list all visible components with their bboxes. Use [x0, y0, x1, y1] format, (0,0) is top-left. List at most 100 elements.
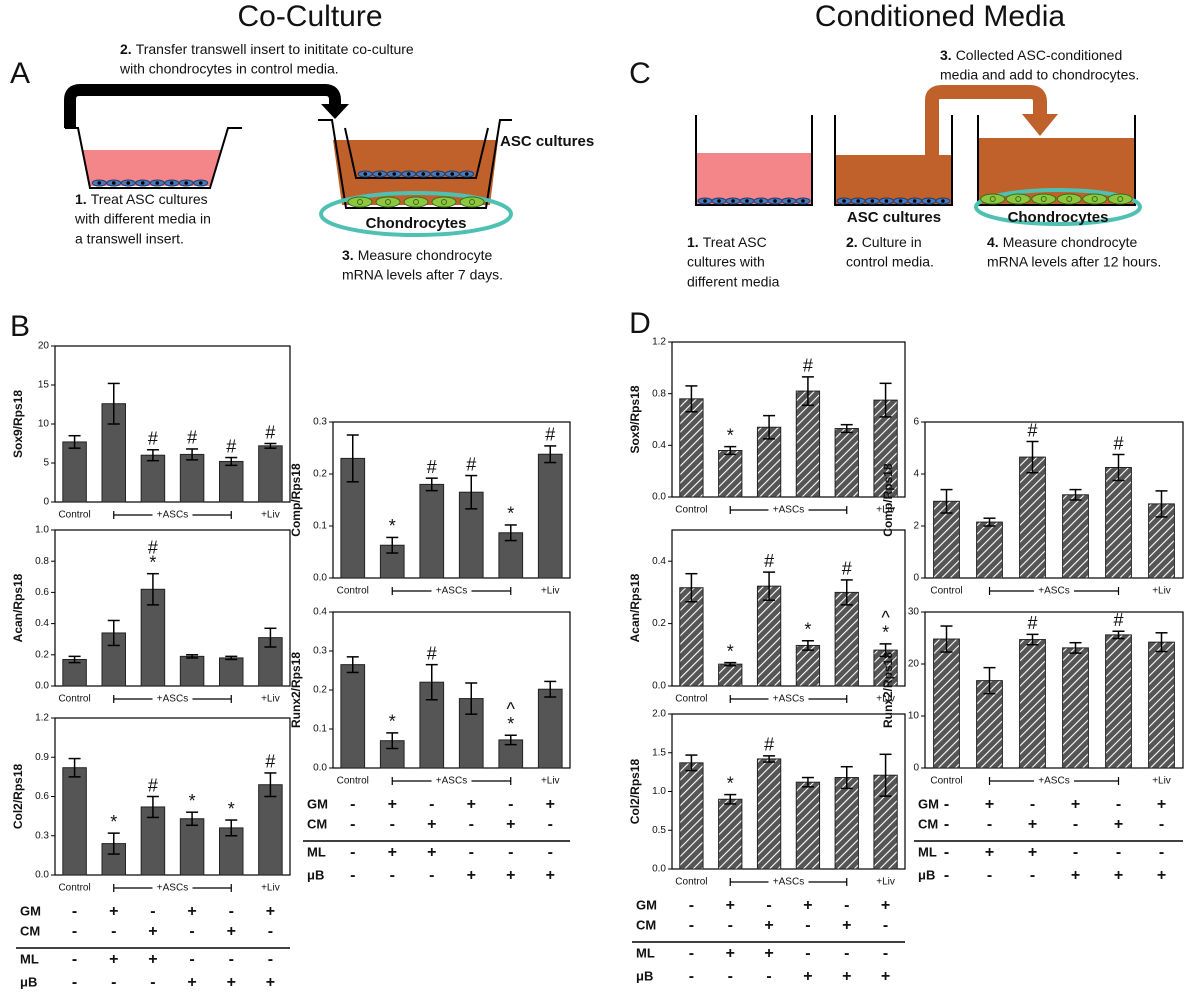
bar [834, 777, 859, 870]
group-label: +ASCs [436, 776, 467, 787]
row-label: CM [307, 816, 327, 831]
bar [834, 428, 859, 498]
condition-sign: - [1073, 844, 1078, 861]
condition-sign: + [427, 844, 436, 861]
row-label: ML [636, 945, 655, 960]
nucleus [469, 199, 475, 205]
bar [679, 762, 704, 870]
y-tick-label: 20 [908, 659, 920, 670]
chondrocyte [1005, 193, 1031, 205]
y-tick-label: 2 [913, 521, 919, 532]
bar [1062, 494, 1089, 579]
y-tick-label: 2.0 [652, 709, 666, 720]
step-text: 3. Collected ASC-conditioned [940, 47, 1122, 63]
annotation: ^ [881, 608, 890, 628]
condition-sign: - [944, 867, 949, 884]
y-tick-label: 1.0 [35, 525, 49, 536]
label-background [152, 693, 193, 705]
condition-sign: + [803, 968, 812, 985]
condition-sign: + [388, 796, 397, 813]
condition-sign: + [842, 968, 851, 985]
annotation: # [226, 436, 236, 456]
condition-sign: + [109, 951, 118, 968]
label-background [768, 693, 809, 705]
label-background [431, 585, 472, 597]
y-tick-label: 30 [908, 607, 920, 618]
bar [62, 658, 87, 687]
condition-sign: + [1071, 796, 1080, 813]
nucleus [184, 181, 189, 185]
plot-frame [332, 421, 571, 579]
y-tick-label: 0.0 [652, 492, 666, 503]
nucleus [198, 181, 203, 185]
y-tick-label: 0.0 [313, 573, 327, 584]
annotation: # [803, 356, 813, 376]
x-tick-label: Control [58, 510, 90, 521]
y-tick-label: 0.6 [35, 587, 49, 598]
condition-sign: + [881, 897, 890, 914]
condition-sign: - [268, 923, 273, 940]
plot-frame [671, 341, 906, 498]
y-tick-label: 0 [913, 573, 919, 584]
annotation: # [1113, 433, 1123, 453]
group-label: +ASCs [773, 877, 804, 888]
nucleus [450, 172, 455, 176]
y-tick-label: 6 [913, 417, 919, 428]
step-number: 4. [987, 234, 999, 250]
nucleus [912, 199, 917, 203]
y-axis-label: Comp/Rps18 [881, 463, 895, 537]
condition-sign: - [508, 796, 513, 813]
condition-sign: - [844, 897, 849, 914]
x-tick-label: +Liv [876, 505, 895, 516]
condition-sign: + [764, 917, 773, 934]
condition-sign: - [469, 816, 474, 833]
nucleus [703, 199, 707, 203]
y-tick-label: 0.3 [313, 646, 327, 657]
row-label: μB [307, 867, 324, 882]
row-label: ML [20, 951, 39, 966]
step-number: 1. [75, 191, 87, 207]
bar [62, 441, 87, 503]
chondrocyte [1056, 193, 1082, 205]
nucleus [927, 199, 931, 203]
bar [1019, 456, 1046, 579]
arrow [925, 85, 1047, 155]
chondrocyte [1082, 193, 1108, 205]
condition-sign: - [689, 917, 694, 934]
nucleus [1091, 196, 1098, 202]
nucleus [111, 181, 116, 185]
x-tick-label: Control [675, 694, 707, 705]
y-axis-label: Runx2/Rps18 [881, 652, 895, 728]
y-tick-label: 20 [38, 341, 50, 352]
condition-sign: + [266, 903, 275, 920]
x-tick-label: +Liv [541, 776, 560, 787]
x-tick-label: +Liv [261, 510, 280, 521]
annotation: * [149, 552, 156, 572]
condition-sign: - [429, 796, 434, 813]
step-line: mRNA levels after 7 days. [342, 267, 503, 283]
arrow [64, 84, 341, 128]
step-number: 3. [342, 247, 354, 263]
label-background [152, 882, 193, 894]
condition-sign: - [72, 951, 77, 968]
step-text: 3. Measure chondrocyte [342, 247, 493, 263]
y-tick-label: 0.3 [35, 830, 49, 841]
group-label: +ASCs [157, 883, 188, 894]
condition-sign: - [944, 844, 949, 861]
nucleus [464, 172, 469, 176]
y-axis-label: Acan/Rps18 [628, 573, 642, 642]
media [836, 155, 951, 204]
nucleus [717, 199, 721, 203]
bar [340, 664, 366, 769]
annotation: # [148, 537, 158, 557]
condition-sign: - [1159, 816, 1164, 833]
annotation: * [189, 791, 196, 811]
x-tick-label: Control [337, 776, 369, 787]
nucleus [731, 199, 735, 203]
y-tick-label: 0.4 [35, 618, 49, 629]
step-line: with different media in [74, 211, 211, 227]
condition-sign: - [1116, 796, 1121, 813]
step-line: cultures with [687, 254, 765, 270]
y-tick-label: 0.2 [313, 685, 327, 696]
condition-sign: - [268, 951, 273, 968]
